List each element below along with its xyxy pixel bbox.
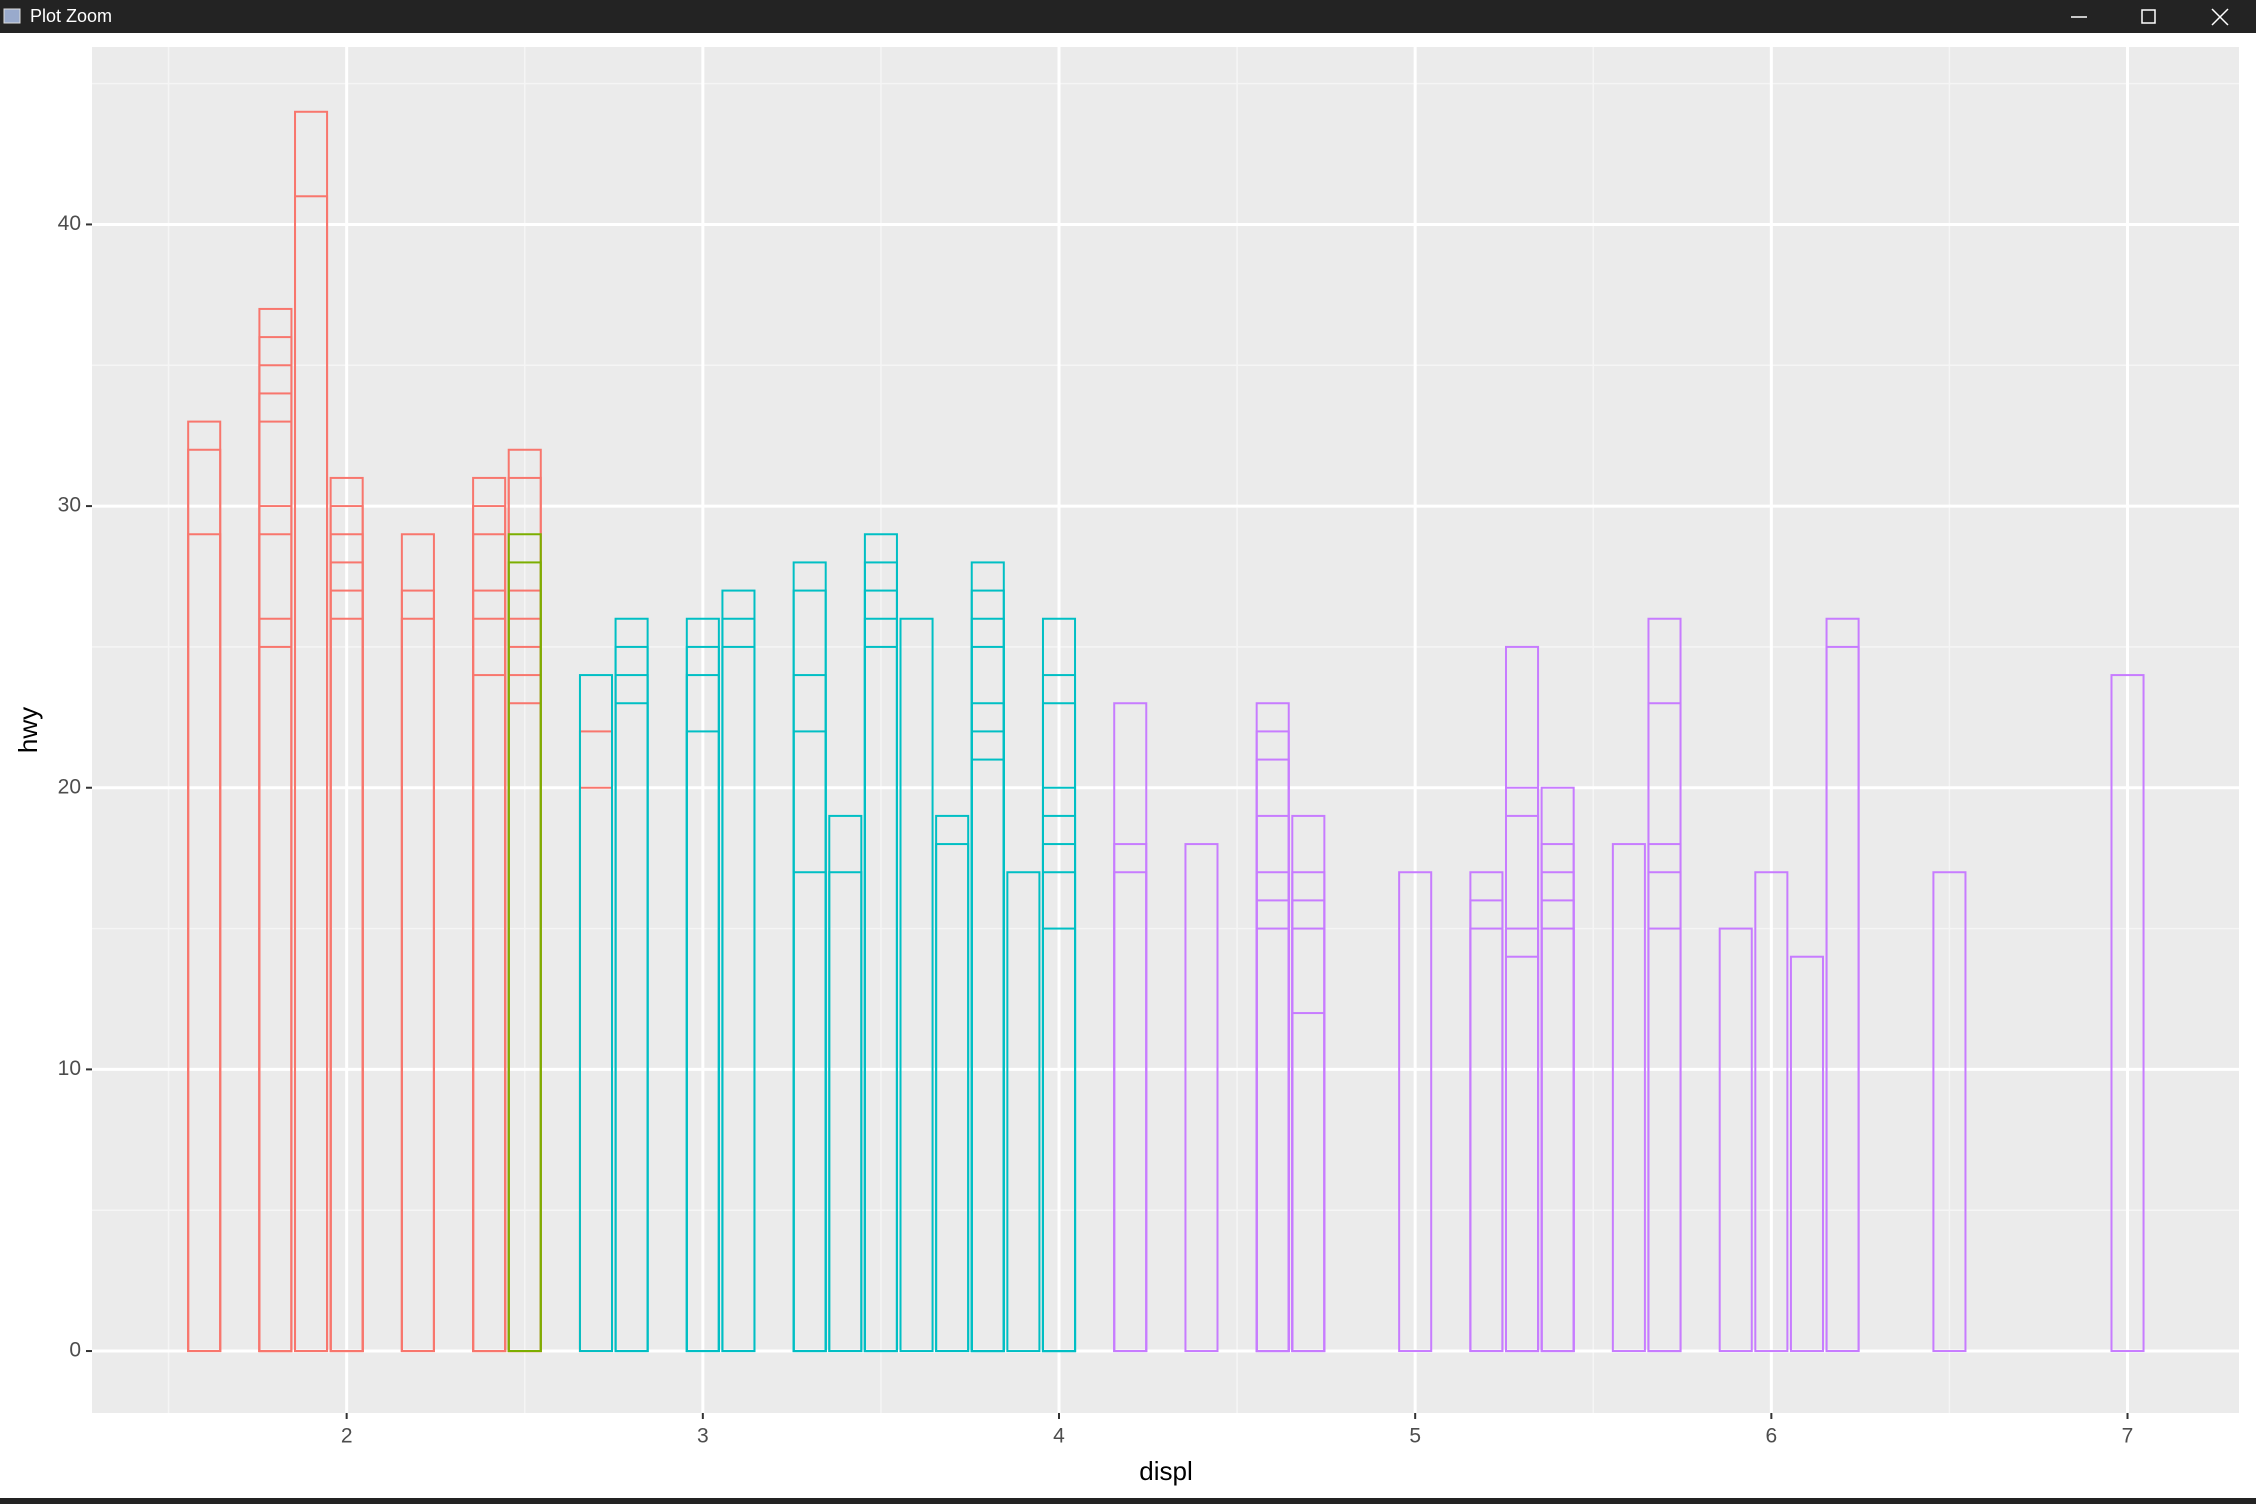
- x-tick-label: 7: [2122, 1425, 2134, 1448]
- bar: [828, 871, 863, 1353]
- bar: [578, 674, 614, 1353]
- bar: [1540, 927, 1575, 1353]
- bar: [329, 617, 364, 1353]
- app-icon: [3, 8, 21, 24]
- plot-panel: [92, 47, 2239, 1413]
- bar: [472, 674, 507, 1353]
- bar: [1184, 843, 1219, 1353]
- bar: [1041, 927, 1077, 1353]
- bar: [1504, 955, 1540, 1353]
- bar: [1647, 927, 1682, 1353]
- bar: [1398, 871, 1433, 1353]
- bar: [970, 758, 1005, 1353]
- bar: [935, 843, 970, 1353]
- bar: [1825, 645, 1860, 1353]
- y-tick-label: 10: [58, 1057, 81, 1080]
- bar: [1291, 1012, 1326, 1353]
- bar: [1789, 955, 1824, 1353]
- y-tick-label: 40: [58, 212, 81, 235]
- bar: [1718, 927, 1753, 1353]
- window-border: [0, 1498, 2256, 1504]
- bar: [1255, 927, 1290, 1353]
- x-tick-label: 6: [1766, 1425, 1778, 1448]
- bar: [1113, 871, 1148, 1353]
- restore-button[interactable]: [2141, 9, 2156, 24]
- bar: [400, 617, 435, 1353]
- bar: [294, 195, 329, 1353]
- title-bar: [0, 0, 2256, 33]
- x-tick-label: 4: [1053, 1425, 1065, 1448]
- x-tick-label: 2: [341, 1425, 353, 1448]
- bar: [258, 645, 293, 1353]
- close-button[interactable]: [2211, 8, 2229, 26]
- bar: [899, 617, 934, 1353]
- bar: [685, 730, 720, 1353]
- y-tick-label: 0: [69, 1339, 81, 1362]
- bar: [1754, 871, 1789, 1353]
- y-tick-label: 20: [58, 775, 81, 798]
- bar: [507, 561, 542, 1353]
- bar: [792, 871, 827, 1353]
- x-tick-label: 3: [697, 1425, 709, 1448]
- bar: [187, 533, 222, 1353]
- bar: [1611, 843, 1646, 1353]
- x-axis-title: displ: [1139, 1456, 1192, 1486]
- window-title: Plot Zoom: [30, 6, 112, 26]
- bar: [1469, 927, 1504, 1353]
- bar: [2110, 674, 2145, 1353]
- y-tick-label: 30: [58, 494, 81, 517]
- x-tick-label: 5: [1409, 1425, 1421, 1448]
- y-axis-title: hwy: [13, 707, 43, 753]
- bar: [1006, 871, 1041, 1353]
- bar: [1932, 871, 1967, 1353]
- bar: [721, 645, 756, 1353]
- bar: [614, 702, 649, 1353]
- bar: [863, 645, 898, 1353]
